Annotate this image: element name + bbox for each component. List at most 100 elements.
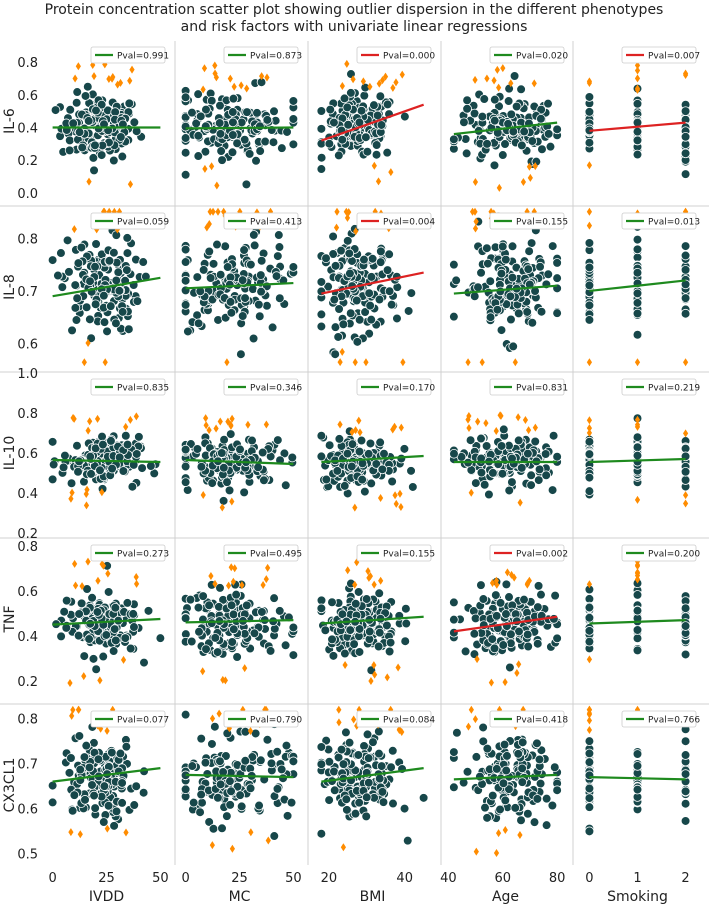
data-point	[449, 614, 459, 625]
data-point	[225, 429, 236, 439]
outlier-marker	[357, 428, 363, 437]
outlier-marker	[346, 208, 352, 217]
outlier-marker	[634, 561, 641, 570]
data-point	[192, 444, 203, 454]
data-point	[195, 807, 205, 817]
data-point	[205, 273, 216, 283]
data-point	[266, 758, 277, 769]
outlier-marker	[339, 347, 345, 356]
data-point	[449, 448, 459, 459]
data-point	[242, 107, 252, 117]
outlier-marker	[70, 705, 76, 714]
outlier-marker	[532, 162, 538, 171]
data-point	[374, 627, 385, 638]
outlier-marker	[260, 581, 266, 590]
outlier-marker	[231, 82, 237, 91]
data-point	[277, 143, 287, 153]
outlier-marker	[340, 843, 347, 852]
outlier-marker	[508, 79, 514, 88]
data-point	[240, 293, 250, 303]
data-point	[288, 96, 299, 106]
data-point	[68, 118, 79, 129]
outlier-marker	[384, 673, 390, 682]
data-point	[61, 595, 72, 606]
data-point	[180, 444, 191, 455]
data-point	[329, 294, 340, 305]
data-point	[215, 756, 225, 767]
outlier-marker	[202, 164, 208, 173]
data-point	[180, 169, 191, 180]
regression-line	[453, 284, 558, 295]
y-tick-label: 0.8	[17, 407, 38, 422]
legend-pval-label: Pval=0.790	[250, 716, 302, 726]
data-point	[479, 479, 490, 490]
data-point	[532, 738, 542, 749]
data-point	[131, 781, 142, 792]
data-point	[680, 241, 691, 251]
data-point	[384, 249, 394, 260]
data-point	[584, 486, 595, 496]
outlier-marker	[586, 358, 593, 367]
data-point	[500, 139, 510, 149]
data-point	[366, 478, 377, 489]
data-point	[462, 766, 473, 777]
data-point	[526, 238, 537, 248]
data-point	[80, 795, 90, 805]
data-point	[70, 303, 81, 313]
outlier-marker	[229, 414, 235, 423]
data-point	[363, 777, 374, 788]
data-point	[84, 634, 94, 644]
data-point	[87, 780, 97, 790]
outlier-marker	[473, 217, 479, 226]
outlier-marker	[586, 416, 593, 425]
panel-cx3cl1-ivdd: Pval=0.077	[47, 705, 169, 839]
data-point	[354, 314, 365, 325]
data-point	[680, 279, 691, 290]
data-point	[342, 236, 353, 246]
data-point	[138, 257, 148, 267]
data-point	[64, 768, 75, 778]
data-point	[104, 255, 115, 266]
data-point	[529, 817, 540, 827]
data-point	[377, 787, 388, 797]
data-point	[517, 737, 528, 748]
outlier-marker	[84, 485, 90, 494]
legend-box	[223, 212, 299, 230]
data-point	[47, 780, 58, 791]
data-point	[374, 294, 385, 305]
data-point	[324, 795, 334, 805]
data-point	[534, 754, 545, 765]
data-point	[375, 257, 386, 267]
outlier-marker	[466, 423, 472, 432]
y-tick-label: 0.6	[17, 447, 38, 462]
data-point	[533, 602, 543, 612]
outlier-marker	[468, 488, 474, 497]
data-point	[180, 784, 191, 795]
outlier-marker	[682, 358, 689, 367]
data-point	[215, 129, 226, 139]
outlier-marker	[227, 74, 233, 83]
data-point	[492, 764, 502, 774]
data-point	[105, 301, 116, 311]
data-point	[90, 261, 100, 272]
data-point	[76, 242, 87, 253]
data-point	[180, 244, 191, 255]
legend-pval-label: Pval=0.835	[117, 384, 169, 394]
data-point	[361, 811, 372, 822]
data-point	[496, 268, 507, 279]
data-point	[522, 629, 533, 640]
legend-pval-label: Pval=0.418	[516, 716, 568, 726]
data-point	[208, 823, 219, 834]
outlier-marker	[393, 499, 399, 508]
panel-cx3cl1-age: Pval=0.418	[449, 705, 568, 858]
data-point	[342, 448, 353, 459]
data-point	[110, 602, 121, 613]
outlier-marker	[371, 580, 377, 589]
data-point	[332, 466, 343, 476]
outlier-marker	[368, 677, 374, 686]
data-point	[245, 783, 256, 794]
data-point	[374, 748, 384, 759]
y-axis-label: TNF	[2, 605, 18, 633]
outlier-marker	[483, 419, 489, 428]
x-tick-label: 0	[181, 871, 189, 886]
